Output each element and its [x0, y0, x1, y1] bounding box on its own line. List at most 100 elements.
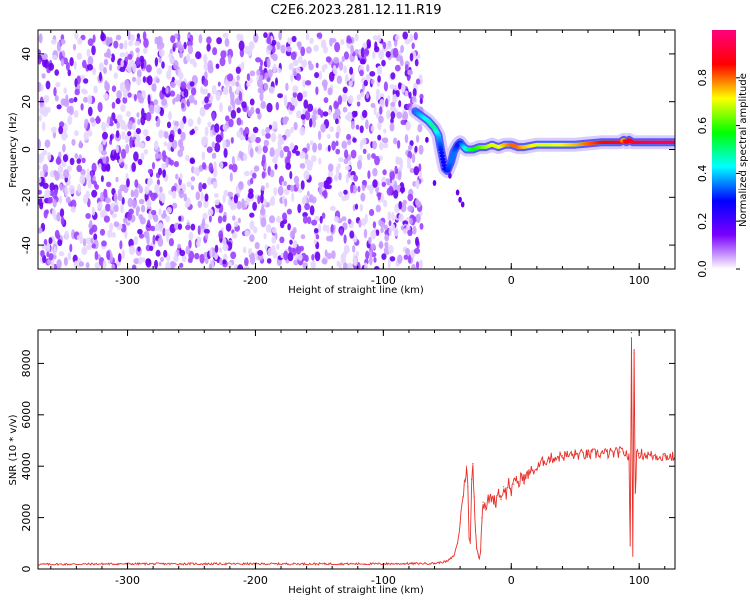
noise-speck [293, 121, 298, 131]
noise-speck [396, 111, 403, 119]
noise-speck [120, 59, 124, 68]
noise-speck [85, 174, 92, 182]
noise-speck [342, 86, 348, 94]
noise-speck [402, 220, 409, 226]
colorbar-label: Normalized spectral amplitude [738, 73, 749, 227]
noise-speck [201, 217, 206, 227]
noise-speck [402, 31, 409, 40]
noise-speck [418, 259, 423, 269]
noise-speck [280, 44, 286, 54]
noise-speck [168, 65, 173, 73]
noise-speck [372, 167, 378, 177]
noise-speck [133, 94, 137, 102]
noise-speck [147, 75, 153, 86]
noise-speck [162, 169, 167, 178]
noise-speck [206, 36, 212, 44]
noise-speck [351, 73, 355, 82]
noise-speck [330, 224, 334, 233]
snr-point [468, 537, 470, 539]
noise-speck [303, 99, 309, 109]
noise-speck [103, 93, 109, 100]
noise-speck [230, 200, 235, 207]
noise-speck [272, 53, 278, 62]
noise-speck [152, 234, 156, 245]
noise-speck [297, 55, 303, 64]
noise-speck [249, 148, 254, 158]
noise-speck [249, 254, 256, 265]
noise-speck [211, 111, 216, 122]
noise-speck [400, 44, 404, 54]
noise-speck [312, 142, 318, 153]
noise-speck [314, 251, 321, 262]
noise-speck [91, 243, 96, 249]
noise-speck [56, 234, 61, 240]
noise-speck [193, 99, 198, 106]
noise-speck [415, 78, 421, 85]
noise-speck [276, 216, 282, 223]
noise-speck [287, 223, 291, 231]
snr-y-axis-label: SNR (10 * v/v) [8, 414, 19, 485]
noise-speck [90, 237, 94, 245]
noise-speck [53, 87, 57, 97]
noise-speck [238, 150, 243, 159]
noise-speck [142, 31, 147, 41]
noise-speck [338, 172, 342, 181]
noise-speck [339, 228, 344, 236]
snr-point [630, 332, 633, 334]
noise-speck [248, 41, 255, 51]
noise-speck [321, 212, 326, 219]
noise-speck [227, 191, 234, 197]
noise-speck [133, 151, 139, 162]
spectrogram-x-axis-label: Height of straight line (km) [288, 285, 424, 296]
noise-speck [368, 249, 373, 257]
noise-speck [212, 181, 218, 189]
noise-speck [197, 116, 202, 125]
ridge-cell [670, 140, 675, 145]
snr-y-tick-label: 8000 [20, 349, 33, 377]
noise-speck [50, 38, 57, 45]
noise-speck [127, 197, 133, 208]
noise-speck [377, 134, 382, 141]
noise-speck [235, 87, 239, 96]
noise-speck [128, 40, 134, 47]
noise-speck [150, 225, 156, 232]
noise-speck [290, 51, 297, 61]
noise-speck [57, 164, 64, 175]
noise-speck [185, 83, 191, 89]
noise-speck [253, 32, 259, 43]
noise-speck [121, 249, 125, 260]
noise-speck [414, 145, 418, 153]
noise-speck [222, 32, 229, 39]
noise-speck [248, 248, 252, 255]
noise-speck [218, 230, 224, 240]
noise-speck [41, 243, 46, 249]
noise-speck [63, 98, 70, 108]
noise-speck [198, 182, 203, 193]
noise-speck [372, 50, 376, 60]
noise-speck [299, 151, 306, 159]
noise-speck [103, 215, 110, 223]
noise-speck [204, 126, 209, 137]
noise-speck [80, 103, 84, 111]
spectrogram-ridge [408, 104, 675, 208]
noise-speck [297, 203, 302, 214]
noise-speck [188, 239, 192, 249]
noise-speck [231, 155, 235, 166]
noise-speck [353, 257, 358, 263]
noise-speck [372, 35, 378, 41]
noise-speck [354, 110, 358, 117]
noise-speck [193, 126, 199, 132]
noise-speck [199, 106, 206, 117]
noise-speck [132, 122, 136, 131]
noise-speck [178, 215, 182, 222]
noise-speck [165, 87, 169, 94]
noise-speck [378, 240, 384, 250]
snr-point [651, 455, 653, 457]
snr-x-tick-label: -100 [371, 574, 396, 587]
noise-speck [83, 194, 89, 205]
noise-speck [166, 206, 172, 214]
noise-speck [153, 140, 159, 150]
noise-speck [56, 212, 61, 222]
noise-speck [329, 37, 333, 47]
noise-speck [111, 85, 117, 92]
